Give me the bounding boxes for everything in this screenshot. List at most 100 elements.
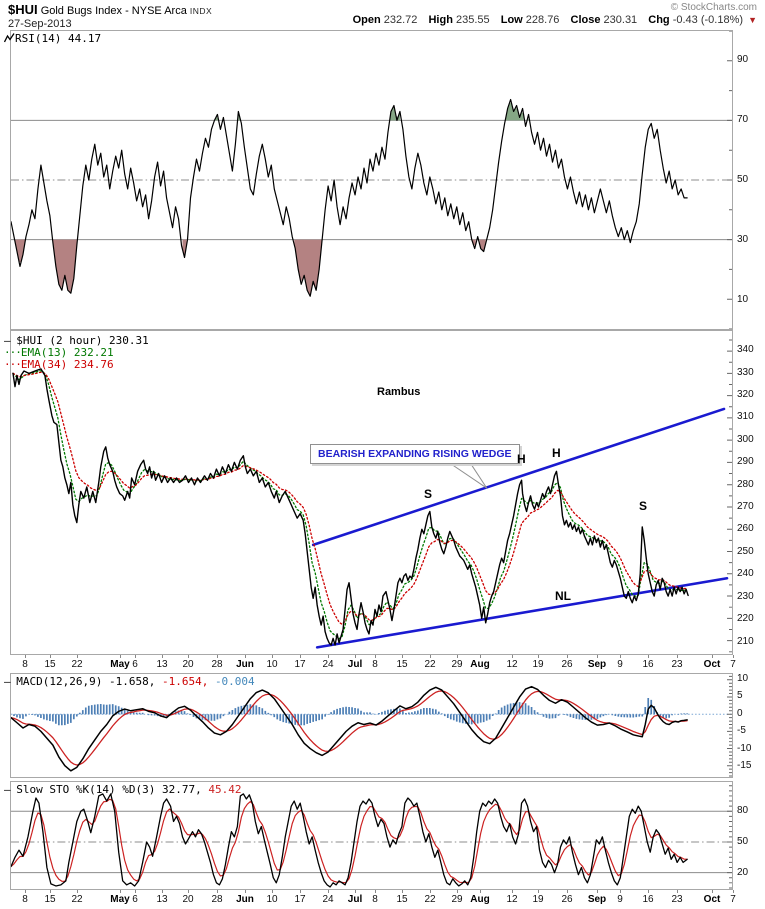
stochastic-legend: — Slow STO %K(14) %D(3) 32.77, 45.42 — [4, 783, 241, 796]
macd-legend: — MACD(12,26,9) -1.658, -1.654, -0.004 — [4, 675, 255, 688]
date-label: 9 — [617, 659, 623, 670]
date-tick — [162, 890, 163, 893]
date-label: 17 — [294, 659, 306, 670]
date-tick — [188, 890, 189, 893]
date-label: 28 — [211, 894, 223, 905]
exchange-tag: INDX — [189, 6, 213, 16]
macd-y-label: -5 — [737, 725, 746, 737]
date-axis-top: 8 15 22 May 6 13 20 28 Jun 10 17 24 Jul 8 15 22 29 Aug 12 1… — [0, 655, 765, 673]
date-tick — [677, 890, 678, 893]
macd-line — [11, 685, 688, 772]
macd-y-label: 5 — [737, 690, 743, 702]
callout-tail — [451, 464, 488, 489]
date-tick — [620, 890, 621, 893]
high-label: High — [428, 14, 453, 26]
trendline-lower — [315, 576, 729, 649]
date-tick — [375, 655, 376, 658]
date-label: 17 — [294, 894, 306, 905]
price-panel — [10, 330, 733, 655]
macd-y-label: 0 — [737, 707, 743, 719]
macd-y-axis: 10 5 0 -5 -10 -15 — [737, 673, 764, 778]
date-label: 29 — [451, 659, 463, 670]
date-tick — [648, 890, 649, 893]
sto-y-ticks — [727, 785, 732, 889]
high-value: 235.55 — [456, 14, 490, 26]
date-label: Jun — [236, 659, 254, 670]
date-tick — [135, 655, 136, 658]
date-label: 6 — [132, 894, 138, 905]
date-tick — [245, 890, 246, 893]
date-tick — [430, 890, 431, 893]
price-y-label: 280 — [737, 478, 754, 490]
date-label: 24 — [322, 659, 334, 670]
rsi-y-ticks — [727, 31, 732, 329]
date-tick — [648, 655, 649, 658]
date-label: 10 — [266, 659, 278, 670]
sto-d-value: 45.42 — [208, 783, 242, 796]
price-y-label: 340 — [737, 344, 754, 356]
date-tick — [567, 890, 568, 893]
price-line — [12, 368, 689, 646]
rsi-y-label: 50 — [737, 174, 749, 185]
date-tick — [50, 890, 51, 893]
date-tick — [25, 655, 26, 658]
rsi-y-label: 30 — [737, 234, 749, 245]
date-tick — [733, 890, 734, 893]
price-legend-row: — $HUI (2 hour) 230.31 — [4, 334, 149, 347]
date-tick — [712, 890, 713, 893]
sto-legend-title: Slow STO %K(14) %D(3) — [16, 783, 156, 796]
date-label: Sep — [587, 659, 607, 670]
rsi-legend-title: RSI(14) — [15, 32, 62, 45]
sto-y-label: 20 — [737, 867, 749, 879]
dotted-marker: ··· — [4, 358, 22, 371]
rsi-y-label: 90 — [737, 54, 749, 65]
date-label: 8 — [372, 894, 378, 905]
date-label: 7 — [730, 659, 736, 670]
date-tick — [512, 655, 513, 658]
date-label: 20 — [182, 894, 194, 905]
date-tick — [677, 655, 678, 658]
price-y-label: 310 — [737, 411, 754, 423]
date-tick — [188, 655, 189, 658]
rsi-oversold-fill — [294, 239, 323, 297]
date-tick — [217, 890, 218, 893]
price-plot — [12, 339, 732, 653]
date-label: 26 — [561, 894, 573, 905]
price-y-axis: 340 330 320 310 300 290 280 270 260 250 240 230 220 2… — [737, 330, 764, 655]
dotted-marker: ··· — [4, 346, 22, 359]
date-tick — [77, 890, 78, 893]
date-tick — [328, 890, 329, 893]
macd-histogram — [13, 698, 688, 726]
date-tick — [328, 655, 329, 658]
date-label: 23 — [671, 659, 683, 670]
date-label: 19 — [532, 659, 544, 670]
chg-label: Chg — [648, 14, 670, 26]
date-tick — [620, 655, 621, 658]
macd-panel — [10, 673, 733, 778]
date-tick — [538, 655, 539, 658]
rsi-y-label: 10 — [737, 294, 749, 305]
rsi-oversold-fill — [14, 239, 25, 263]
sto-y-label: 50 — [737, 836, 749, 848]
macd-y-label: 10 — [737, 672, 749, 684]
date-tick — [217, 655, 218, 658]
price-y-label: 220 — [737, 613, 754, 625]
date-label: Oct — [703, 894, 721, 905]
ema13-legend-row: ···EMA(13) 232.21 — [4, 346, 114, 359]
ema34-legend-label: EMA(34) — [20, 358, 68, 371]
date-label: 20 — [182, 659, 194, 670]
close-value: 230.31 — [603, 14, 638, 26]
date-label: Jul — [347, 894, 363, 905]
ema34-legend-value: 234.76 — [73, 358, 114, 371]
macd-signal-value: -1.654, — [161, 675, 209, 688]
date-label: 12 — [506, 894, 518, 905]
date-tick — [375, 890, 376, 893]
symbol-name: Gold Bugs Index - NYSE Arca — [40, 5, 187, 17]
stochastic-plot — [11, 785, 732, 889]
date-tick — [597, 890, 598, 893]
date-tick — [272, 655, 273, 658]
date-tick — [300, 655, 301, 658]
date-tick — [480, 655, 481, 658]
date-tick — [457, 890, 458, 893]
rsi-y-label: 70 — [737, 114, 749, 125]
